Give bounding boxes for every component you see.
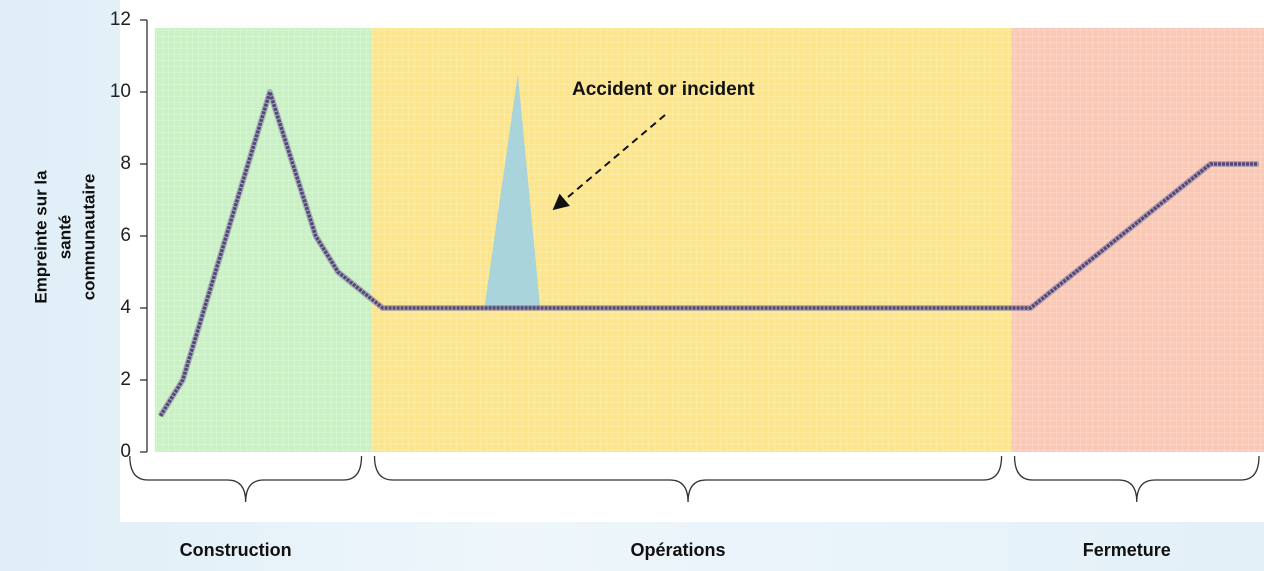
y-tick-label: 2 (120, 369, 131, 390)
annotation-arrow (552, 114, 666, 211)
y-tick-label: 10 (110, 81, 131, 102)
phase-brace (129, 455, 363, 503)
phase-texture (371, 28, 1012, 452)
annotation-text: Accident or incident (572, 79, 755, 100)
y-axis-label-line: communautaire (79, 174, 98, 301)
phase-label: Construction (180, 540, 292, 560)
incident-spike (484, 74, 541, 308)
phase-brace (1013, 455, 1260, 503)
y-axis-label-line: santé (55, 215, 74, 259)
y-axis-label: Empreinte sur la santé communautaire (31, 170, 98, 304)
phase-texture (1011, 28, 1264, 452)
y-tick-label: 0 (120, 441, 131, 462)
y-tick-label: 12 (110, 9, 131, 30)
y-tick-label: 8 (120, 153, 131, 174)
phase-texture (154, 28, 372, 452)
y-tick-label: 4 (120, 297, 131, 318)
y-tick-label: 6 (120, 225, 131, 246)
phase-label: Opérations (631, 540, 726, 560)
line-series (158, 90, 1259, 417)
y-axis-label-line: Empreinte sur la (31, 170, 50, 304)
phase-brace (373, 455, 1003, 503)
phase-label: Fermeture (1083, 540, 1171, 560)
